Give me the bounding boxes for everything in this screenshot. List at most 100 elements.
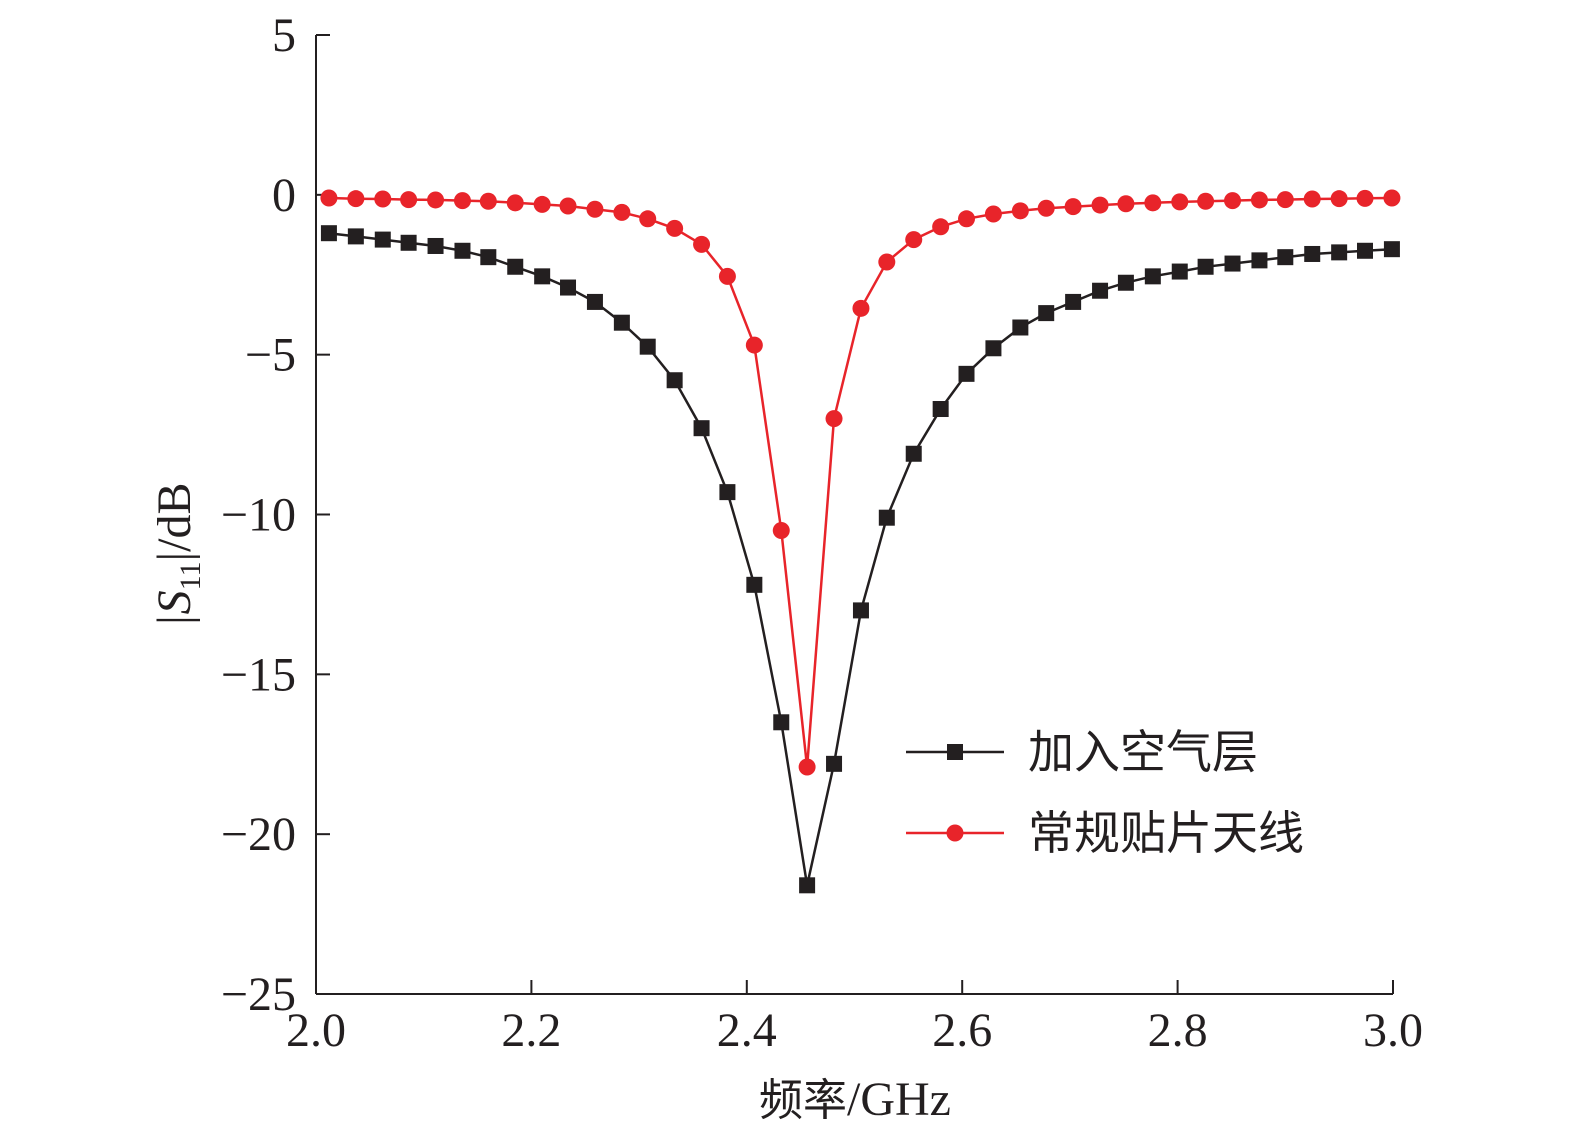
data-point-square: [1065, 293, 1082, 310]
data-point-square: [1331, 244, 1348, 261]
data-point-circle: [613, 203, 631, 221]
x-tick-label: 3.0: [1363, 1004, 1423, 1057]
data-point-circle: [586, 200, 604, 218]
x-tick-label: 2.0: [286, 1004, 346, 1057]
data-point-square: [1356, 242, 1373, 259]
data-point-square: [1304, 245, 1321, 262]
series-2: [320, 189, 1401, 776]
data-point-circle: [1197, 192, 1215, 210]
data-point-square: [320, 225, 337, 242]
y-tick-label: −20: [221, 808, 296, 861]
series-line: [328, 231, 1392, 886]
y-tick-label: −15: [221, 648, 296, 701]
series-line: [328, 196, 1392, 768]
legend-marker-square: [947, 744, 963, 760]
data-point-circle: [1383, 189, 1401, 207]
data-point-square: [1383, 241, 1400, 258]
y-axis-title-unit: |/dB: [148, 482, 201, 561]
y-tick-label: −10: [221, 489, 296, 542]
data-point-circle: [347, 190, 365, 208]
data-point-square: [905, 445, 922, 462]
legend-label: 常规贴片天线: [1028, 806, 1304, 860]
data-point-square: [1092, 282, 1109, 299]
data-point-circle: [1011, 202, 1029, 220]
data-point-circle: [400, 191, 418, 209]
series-layer: [320, 189, 1401, 894]
data-point-square: [1171, 263, 1188, 280]
y-axis-title-subscript: 11: [174, 561, 207, 590]
x-axis-title: 频率/GHz: [759, 1073, 951, 1126]
data-point-circle: [1117, 195, 1135, 213]
legend-entry-2: 常规贴片天线: [906, 806, 1304, 860]
data-point-circle: [1276, 191, 1294, 209]
data-point-circle: [1064, 198, 1082, 216]
y-tick-label: −25: [221, 968, 296, 1021]
data-point-square: [347, 228, 364, 245]
data-point-square: [719, 484, 736, 501]
data-point-circle: [852, 299, 870, 317]
data-point-circle: [427, 191, 445, 209]
y-axis-title-main: |S: [148, 590, 201, 627]
data-point-square: [613, 314, 630, 331]
data-point-circle: [453, 192, 471, 210]
data-point-square: [480, 249, 497, 266]
data-point-circle: [1037, 199, 1055, 217]
legend-marker-circle: [946, 824, 964, 842]
data-point-square: [1144, 268, 1161, 285]
data-point-circle: [932, 218, 950, 236]
data-point-square: [639, 338, 656, 355]
data-point-circle: [798, 758, 816, 776]
data-point-circle: [718, 267, 736, 285]
data-point-square: [878, 509, 895, 526]
y-tick-label: 0: [272, 169, 296, 222]
data-point-circle: [878, 253, 896, 271]
data-point-circle: [905, 231, 923, 249]
data-point-circle: [533, 195, 551, 213]
data-point-square: [693, 420, 710, 437]
data-point-square: [1117, 274, 1134, 291]
data-point-circle: [772, 521, 790, 539]
axes: 5 0 −5 −10 −15 −20 −252.0 2.2 2.4 2.6 2.8 3.0: [221, 9, 1423, 1057]
axis-titles: 频率/GHz |S11|/dB: [148, 482, 951, 1126]
data-point-square: [1277, 249, 1294, 266]
data-point-square: [799, 877, 816, 894]
data-point-circle: [745, 336, 763, 354]
legend-label: 加入空气层: [1028, 725, 1258, 779]
data-point-square: [586, 293, 603, 310]
data-point-circle: [1356, 189, 1374, 207]
legend-entry-1: 加入空气层: [906, 725, 1258, 779]
data-point-square: [1251, 252, 1268, 269]
data-point-square: [1197, 258, 1214, 275]
data-point-circle: [1224, 192, 1242, 210]
y-axis-title: |S11|/dB: [148, 482, 207, 627]
data-point-circle: [479, 192, 497, 210]
data-point-square: [958, 365, 975, 382]
data-point-circle: [1303, 190, 1321, 208]
x-tick-label: 2.2: [501, 1004, 561, 1057]
data-point-square: [826, 755, 843, 772]
x-tick-label: 2.6: [932, 1004, 992, 1057]
data-point-circle: [320, 189, 338, 207]
data-point-circle: [639, 210, 657, 228]
data-point-square: [454, 242, 471, 259]
data-point-circle: [825, 410, 843, 428]
data-point-square: [560, 279, 577, 296]
data-point-square: [1038, 305, 1055, 322]
data-point-square: [746, 576, 763, 593]
y-tick-label: 5: [272, 9, 296, 62]
data-point-circle: [1330, 190, 1348, 208]
data-point-circle: [559, 197, 577, 215]
data-point-square: [1224, 255, 1241, 272]
data-point-square: [400, 234, 417, 251]
data-point-square: [534, 268, 551, 285]
data-point-circle: [984, 205, 1002, 223]
data-point-square: [985, 340, 1002, 357]
data-point-square: [666, 372, 683, 389]
x-tick-label: 2.8: [1148, 1004, 1208, 1057]
data-point-circle: [666, 219, 684, 237]
data-point-circle: [1171, 193, 1189, 211]
data-point-circle: [374, 190, 392, 208]
x-axis-title-quantity: 频率: [759, 1075, 847, 1126]
